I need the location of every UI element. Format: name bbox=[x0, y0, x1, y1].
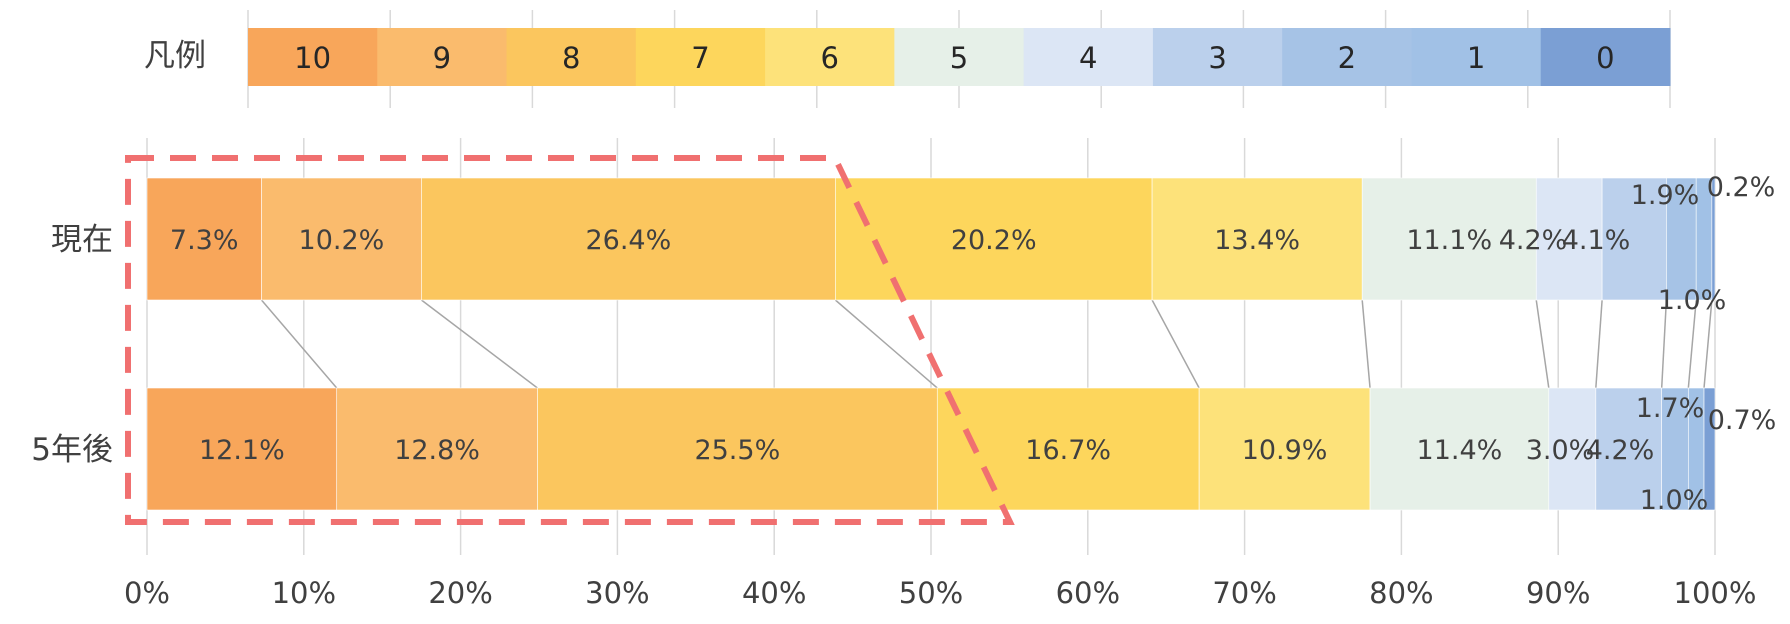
bar-segment-8 bbox=[537, 387, 938, 511]
data-label: 13.4% bbox=[1214, 225, 1300, 256]
bar-segment-10 bbox=[146, 387, 338, 511]
bar-segment-2 bbox=[1666, 177, 1697, 301]
series-connector-line bbox=[1660, 299, 1668, 389]
bar-segment-3 bbox=[1601, 177, 1667, 301]
data-label: 11.1% bbox=[1406, 225, 1492, 256]
bar-segment-9 bbox=[336, 387, 538, 511]
bar-segment-2 bbox=[1661, 387, 1689, 511]
bar-segment-3 bbox=[1595, 387, 1662, 511]
x-tick-label: 70% bbox=[1212, 576, 1276, 610]
legend-swatch-0 bbox=[1540, 28, 1671, 86]
data-label: 25.5% bbox=[694, 435, 780, 466]
legend-label-6: 6 bbox=[821, 41, 839, 75]
data-label: 1.9% bbox=[1631, 180, 1700, 211]
legend-label-0: 0 bbox=[1596, 41, 1614, 75]
legend-swatch-5 bbox=[894, 28, 1025, 86]
data-label: 11.4% bbox=[1417, 435, 1503, 466]
x-tick-label: 40% bbox=[742, 576, 806, 610]
series-connector-line bbox=[1595, 299, 1603, 389]
category-label: 現在 bbox=[51, 222, 113, 258]
x-tick-label: 80% bbox=[1369, 576, 1433, 610]
data-label: 1.7% bbox=[1636, 393, 1705, 424]
legend-label-7: 7 bbox=[691, 41, 709, 75]
bar-segment-4 bbox=[1548, 387, 1597, 511]
bar-segment-6 bbox=[1198, 387, 1371, 511]
legend-label-4: 4 bbox=[1079, 41, 1097, 75]
x-tick-label: 30% bbox=[585, 576, 649, 610]
legend-swatch-9 bbox=[377, 28, 508, 86]
data-label: 7.3% bbox=[170, 225, 239, 256]
legend-label-8: 8 bbox=[562, 41, 580, 75]
data-label: 0.7% bbox=[1708, 405, 1777, 436]
x-tick-label: 50% bbox=[899, 576, 963, 610]
legend-label-10: 10 bbox=[294, 41, 331, 75]
series-connector-line bbox=[260, 299, 338, 389]
data-label: 0.2% bbox=[1707, 172, 1776, 203]
bar-segment-0 bbox=[1711, 177, 1716, 301]
x-tick-label: 60% bbox=[1056, 576, 1120, 610]
series-connector-line bbox=[1703, 299, 1713, 389]
series-connector-line bbox=[834, 299, 938, 389]
bar-segment-5 bbox=[1361, 177, 1537, 301]
legend-label-2: 2 bbox=[1338, 41, 1356, 75]
legend-swatch-10 bbox=[248, 28, 378, 86]
legend-swatch-3 bbox=[1152, 28, 1283, 86]
legend-label-9: 9 bbox=[433, 41, 451, 75]
data-label: 10.9% bbox=[1242, 435, 1328, 466]
bar-segment-10 bbox=[146, 177, 262, 301]
legend-label-5: 5 bbox=[950, 41, 968, 75]
x-tick-label: 0% bbox=[124, 576, 170, 610]
data-label: 1.0% bbox=[1658, 285, 1727, 316]
legend-swatch-1 bbox=[1411, 28, 1542, 86]
legend-swatch-2 bbox=[1282, 28, 1412, 86]
series-connector-line bbox=[1535, 299, 1550, 389]
bar-segment-7 bbox=[936, 387, 1200, 511]
bar-segment-6 bbox=[1151, 177, 1363, 301]
legend-swatch-4 bbox=[1023, 28, 1154, 86]
category-label: 5年後 bbox=[31, 432, 113, 468]
series-connector-line bbox=[1687, 299, 1697, 389]
data-label: 20.2% bbox=[951, 225, 1037, 256]
x-tick-label: 10% bbox=[272, 576, 336, 610]
x-tick-label: 100% bbox=[1674, 576, 1757, 610]
legend-swatch-7 bbox=[635, 28, 766, 86]
data-label: 4.2% bbox=[1586, 435, 1655, 466]
x-tick-label: 20% bbox=[428, 576, 492, 610]
series-connector-line bbox=[1361, 299, 1371, 389]
legend-title: 凡例 bbox=[144, 38, 206, 74]
data-label: 10.2% bbox=[299, 225, 385, 256]
data-label: 26.4% bbox=[585, 225, 671, 256]
data-label: 12.8% bbox=[394, 435, 480, 466]
bar-segment-5 bbox=[1369, 387, 1550, 511]
dashed-highlight-outline bbox=[125, 155, 1015, 525]
legend-swatch-6 bbox=[765, 28, 895, 86]
data-label: 16.7% bbox=[1025, 435, 1111, 466]
data-label: 3.0% bbox=[1526, 435, 1595, 466]
bar-segment-0 bbox=[1703, 387, 1716, 511]
bar-segment-9 bbox=[261, 177, 422, 301]
data-label: 1.0% bbox=[1640, 485, 1709, 516]
series-connector-line bbox=[1151, 299, 1200, 389]
data-label: 12.1% bbox=[199, 435, 285, 466]
legend-label-1: 1 bbox=[1467, 41, 1485, 75]
x-tick-label: 90% bbox=[1526, 576, 1590, 610]
legend-swatch-8 bbox=[506, 28, 637, 86]
data-label: 4.2% bbox=[1499, 225, 1568, 256]
data-label: 4.1% bbox=[1562, 225, 1631, 256]
series-connector-line bbox=[420, 299, 538, 389]
legend-label-3: 3 bbox=[1208, 41, 1226, 75]
